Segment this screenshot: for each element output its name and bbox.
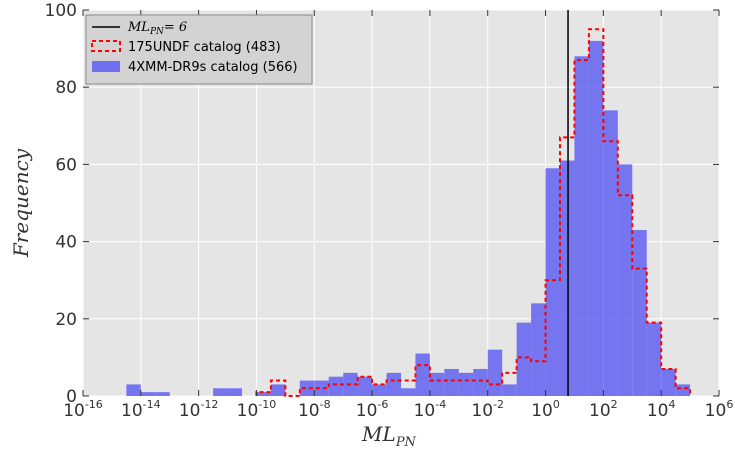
legend-red-swatch [91,40,121,52]
x-tick-label: 10-4 [414,398,447,421]
y-tick-label: 100 [45,1,77,21]
histogram-bar [588,40,604,396]
histogram-bar [227,388,242,396]
x-tick-label: 10-16 [63,398,103,421]
histogram-bar [487,349,503,396]
legend-blue-swatch [92,61,120,72]
y-tick-label: 0 [66,387,77,407]
histogram-bar [632,230,647,396]
histogram-bar [140,392,156,396]
histogram-bar [574,56,589,396]
histogram-bar [458,372,474,396]
x-tick-label: 10-6 [356,398,389,421]
histogram-bar [415,353,430,396]
histogram-bar [617,164,633,396]
y-tick-label: 40 [55,233,77,253]
x-tick-label: 10-12 [179,398,219,421]
legend-box [85,14,313,85]
histogram-bar [155,392,170,396]
x-tick-label: 104 [647,398,676,421]
histogram-bar [372,384,387,396]
x-tick-label: 10-14 [121,398,161,421]
x-tick-label: 102 [589,398,618,421]
histogram-bar [559,160,575,396]
histogram-bar [661,368,676,396]
y-tick-label: 60 [55,155,77,175]
histogram-bar [401,388,416,396]
histogram-bar [328,376,344,396]
x-tick-label: 10-2 [471,398,504,421]
histogram-bar [516,322,532,396]
histogram-bar [213,388,228,396]
y-axis-label: Frequency [9,148,33,258]
histogram-bar [502,384,517,396]
y-tick-label: 20 [55,310,77,330]
histogram-bar [126,384,141,396]
y-tick-label: 80 [55,78,77,98]
legend: MLPN= 6 175UNDF catalog (483) 4XMM-DR9s … [85,14,313,85]
blue-histogram [126,40,691,397]
x-axis-label: MLPN [361,422,417,450]
x-tick-label: 100 [531,398,560,421]
histogram-bar [531,303,546,396]
y-axis-ticks: 0 20 40 60 80 100 [45,1,719,407]
histogram-bar [473,368,488,396]
legend-threshold-label: MLPN= 6 [127,20,187,37]
x-tick-label: 10-8 [298,398,331,421]
histogram-bar [545,168,560,396]
histogram-bar [646,322,662,396]
histogram-bar [603,110,618,397]
histogram-bar [386,372,401,396]
x-axis-ticks: 10-16 10-14 10-12 10-10 10-8 10-6 10-4 10-2 100 1… [63,10,733,421]
histogram-bar [256,392,271,396]
histogram-bar [314,380,329,396]
histogram-bar [444,368,459,396]
x-tick-label: 106 [705,398,734,421]
histogram-bar [299,380,315,396]
legend-red-label: 175UNDF catalog (483) [128,40,281,55]
histogram-bar [270,384,286,396]
histogram-bar [357,376,373,396]
histogram-bar [675,384,691,396]
legend-blue-label: 4XMM-DR9s catalog (566) [128,60,298,75]
x-tick-label: 10-10 [237,398,277,421]
histogram-bar [429,372,445,396]
